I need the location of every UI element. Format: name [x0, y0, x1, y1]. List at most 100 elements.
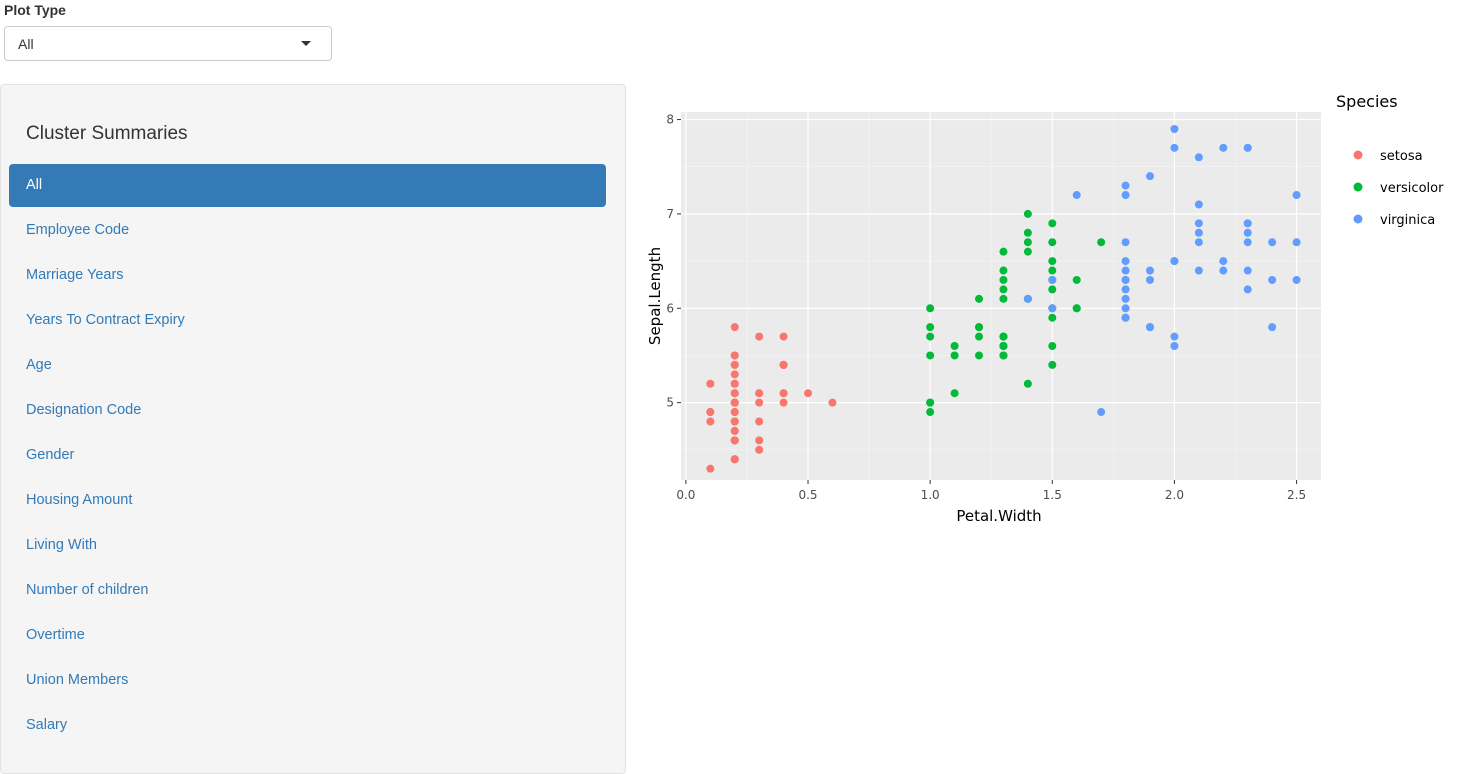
- data-point-setosa: [755, 436, 764, 445]
- data-point-setosa: [706, 417, 715, 426]
- caret-down-icon: [301, 41, 311, 46]
- nav-item-age[interactable]: Age: [9, 344, 606, 387]
- legend-title: Species: [1336, 92, 1398, 111]
- x-tick-label: 1.5: [1043, 488, 1062, 502]
- nav-item-employee-code[interactable]: Employee Code: [9, 209, 606, 252]
- data-point-setosa: [828, 398, 837, 407]
- nav-item-label: Salary: [26, 717, 68, 733]
- x-axis-label: Petal.Width: [956, 507, 1041, 525]
- data-point-virginica: [1243, 266, 1252, 275]
- cluster-nav-list: All Employee Code Marriage Years Years T…: [9, 164, 606, 749]
- data-point-versicolor: [1023, 379, 1032, 388]
- sidebar-panel: Cluster Summaries All Employee Code Marr…: [0, 84, 626, 774]
- data-point-virginica: [1170, 332, 1179, 341]
- data-point-virginica: [1121, 238, 1130, 247]
- data-point-virginica: [1292, 238, 1301, 247]
- data-point-versicolor: [999, 266, 1008, 275]
- data-point-virginica: [1243, 143, 1252, 152]
- x-tick-label: 2.5: [1287, 488, 1306, 502]
- data-point-versicolor: [975, 323, 984, 332]
- data-point-virginica: [1072, 191, 1081, 200]
- nav-item-housing-amount[interactable]: Housing Amount: [9, 479, 606, 522]
- data-point-virginica: [1121, 304, 1130, 313]
- data-point-setosa: [730, 360, 739, 369]
- data-point-virginica: [1146, 323, 1155, 332]
- legend-label-virginica: virginica: [1380, 213, 1435, 228]
- data-point-versicolor: [999, 294, 1008, 303]
- data-point-virginica: [1268, 238, 1277, 247]
- legend-key-virginica: [1353, 214, 1363, 224]
- data-point-virginica: [1121, 266, 1130, 275]
- nav-item-years-to-contract-expiry[interactable]: Years To Contract Expiry: [9, 299, 606, 342]
- data-point-setosa: [755, 398, 764, 407]
- data-point-versicolor: [999, 285, 1008, 294]
- nav-item-label: Number of children: [26, 582, 149, 598]
- data-point-versicolor: [1048, 219, 1057, 228]
- nav-item-marriage-years[interactable]: Marriage Years: [9, 254, 606, 297]
- data-point-versicolor: [1023, 238, 1032, 247]
- legend: Species setosa versicolor virginica: [1336, 92, 1444, 228]
- nav-item-label: Designation Code: [26, 402, 142, 418]
- nav-item-label: Years To Contract Expiry: [26, 312, 185, 328]
- data-point-versicolor: [950, 389, 959, 398]
- data-point-versicolor: [1048, 342, 1057, 351]
- nav-item-union-members[interactable]: Union Members: [9, 659, 606, 702]
- nav-item-label: Housing Amount: [26, 492, 133, 508]
- data-point-setosa: [730, 455, 739, 464]
- data-point-virginica: [1121, 285, 1130, 294]
- data-point-virginica: [1146, 172, 1155, 181]
- data-point-setosa: [779, 398, 788, 407]
- data-point-setosa: [779, 360, 788, 369]
- data-point-versicolor: [999, 351, 1008, 360]
- data-point-virginica: [1194, 266, 1203, 275]
- data-point-virginica: [1243, 285, 1252, 294]
- data-point-versicolor: [950, 351, 959, 360]
- data-point-virginica: [1048, 275, 1057, 284]
- nav-item-number-of-children[interactable]: Number of children: [9, 569, 606, 612]
- data-point-setosa: [730, 426, 739, 435]
- nav-item-designation-code[interactable]: Designation Code: [9, 389, 606, 432]
- data-point-virginica: [1268, 323, 1277, 332]
- data-point-versicolor: [926, 323, 935, 332]
- data-point-virginica: [1292, 191, 1301, 200]
- nav-item-all[interactable]: All: [9, 164, 606, 207]
- y-tick-label: 7: [666, 207, 674, 221]
- data-point-virginica: [1243, 238, 1252, 247]
- data-point-virginica: [1121, 181, 1130, 190]
- data-point-versicolor: [926, 304, 935, 313]
- data-point-setosa: [730, 398, 739, 407]
- data-point-versicolor: [999, 332, 1008, 341]
- data-point-virginica: [1170, 257, 1179, 266]
- nav-item-living-with[interactable]: Living With: [9, 524, 606, 567]
- data-point-virginica: [1194, 228, 1203, 237]
- nav-item-gender[interactable]: Gender: [9, 434, 606, 477]
- data-point-setosa: [779, 332, 788, 341]
- y-tick-label: 6: [666, 301, 674, 315]
- data-point-versicolor: [975, 351, 984, 360]
- y-tick-label: 5: [666, 396, 674, 410]
- data-point-virginica: [1194, 238, 1203, 247]
- scatter-plot: 0.0 0.5 1.0 1.5 2.0 2.5 5 6 7 8 Petal.Width Sepal…: [646, 92, 1444, 525]
- data-point-setosa: [755, 389, 764, 398]
- data-point-setosa: [730, 379, 739, 388]
- data-point-virginica: [1194, 153, 1203, 162]
- data-point-versicolor: [975, 294, 984, 303]
- nav-item-salary[interactable]: Salary: [9, 704, 606, 747]
- plot-area: 0.0 0.5 1.0 1.5 2.0 2.5 5 6 7 8 Petal.Width Sepal…: [628, 84, 1484, 564]
- plot-type-selected-value: All: [18, 36, 34, 52]
- nav-item-overtime[interactable]: Overtime: [9, 614, 606, 657]
- legend-key-versicolor: [1353, 182, 1363, 192]
- data-point-virginica: [1292, 275, 1301, 284]
- data-point-virginica: [1170, 124, 1179, 133]
- data-point-setosa: [706, 408, 715, 417]
- data-point-setosa: [804, 389, 813, 398]
- data-points: [706, 124, 1301, 473]
- plot-type-select[interactable]: All: [4, 26, 332, 61]
- x-tick-label: 1.0: [921, 488, 940, 502]
- data-point-versicolor: [975, 332, 984, 341]
- data-point-virginica: [1194, 200, 1203, 209]
- data-point-virginica: [1023, 294, 1032, 303]
- data-point-setosa: [730, 323, 739, 332]
- data-point-setosa: [730, 351, 739, 360]
- data-point-setosa: [730, 370, 739, 379]
